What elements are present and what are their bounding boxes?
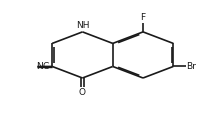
Text: N: N [36,62,43,71]
Text: O: O [79,88,85,97]
Text: Br: Br [185,62,195,71]
Text: NH: NH [75,21,89,30]
Text: C: C [43,62,49,71]
Text: F: F [140,13,145,22]
